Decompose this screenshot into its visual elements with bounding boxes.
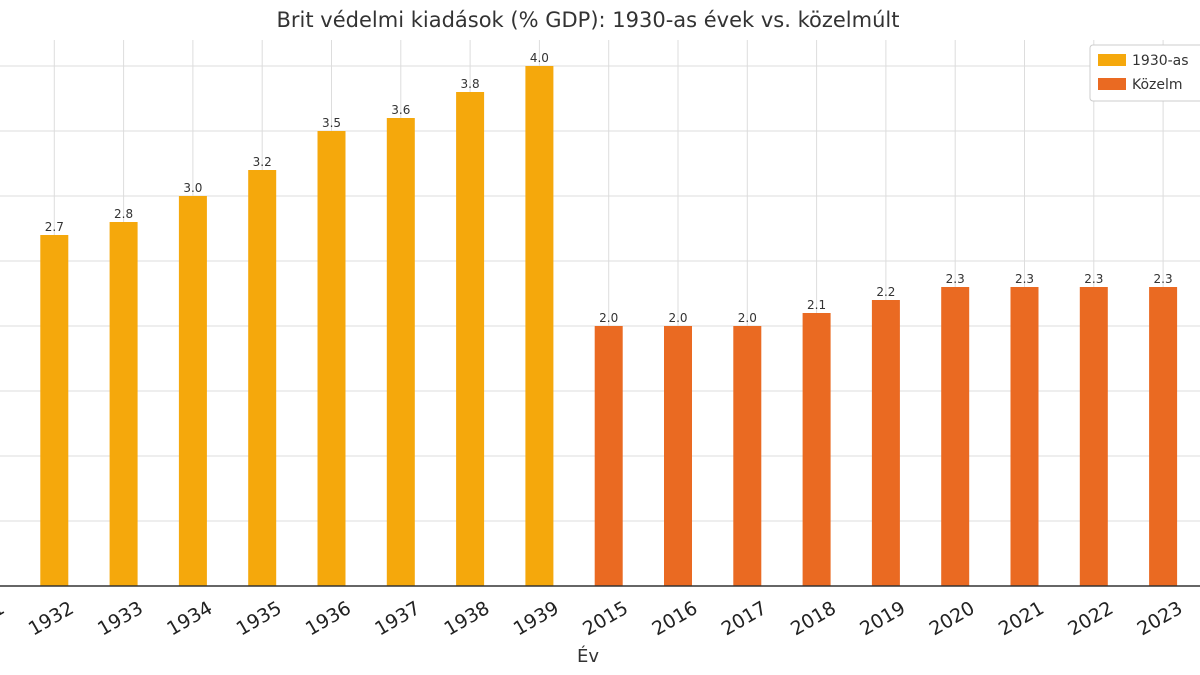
- bar-2018: [802, 313, 831, 586]
- value-label-2016: 2.0: [668, 311, 687, 325]
- x-tick-2018: 2018: [787, 597, 840, 640]
- value-label-1936: 3.5: [322, 116, 341, 130]
- x-tick-31: 31: [0, 597, 8, 628]
- bar-1935: [248, 170, 277, 586]
- x-tick-1933: 1933: [94, 597, 147, 640]
- x-tick-2021: 2021: [995, 597, 1048, 640]
- x-tick-1935: 1935: [233, 597, 286, 640]
- x-tick-1937: 1937: [371, 597, 424, 640]
- legend-swatch: [1098, 54, 1126, 66]
- value-label-1935: 3.2: [253, 155, 272, 169]
- value-label-2020: 2.3: [946, 272, 965, 286]
- x-axis-label: Év: [577, 645, 599, 667]
- x-tick-2015: 2015: [579, 597, 632, 640]
- value-label-2023: 2.3: [1154, 272, 1173, 286]
- value-label-1932: 2.7: [45, 220, 64, 234]
- x-tick-2019: 2019: [856, 597, 909, 640]
- bar-2020: [941, 287, 970, 586]
- value-label-1933: 2.8: [114, 207, 133, 221]
- value-label-2019: 2.2: [876, 285, 895, 299]
- x-tick-1939: 1939: [510, 597, 563, 640]
- bar-1938: [456, 92, 485, 586]
- value-label-2022: 2.3: [1084, 272, 1103, 286]
- bar-1932: [40, 235, 69, 586]
- legend-label: Közelm: [1132, 77, 1183, 93]
- bar-1936: [317, 131, 346, 586]
- value-label-2017: 2.0: [738, 311, 757, 325]
- bar-2023: [1149, 287, 1178, 586]
- bar-2019: [871, 300, 900, 586]
- bar-1934: [178, 196, 207, 586]
- value-label-1934: 3.0: [183, 181, 202, 195]
- x-tick-1934: 1934: [163, 597, 216, 640]
- bar-2021: [1010, 287, 1039, 586]
- value-label-1937: 3.6: [391, 103, 410, 117]
- x-tick-2016: 2016: [648, 597, 701, 640]
- value-label-1939: 4.0: [530, 51, 549, 65]
- value-label-1938: 3.8: [461, 77, 480, 91]
- x-tick-1936: 1936: [302, 597, 355, 640]
- x-tick-2020: 2020: [926, 597, 979, 640]
- bars: [40, 66, 1178, 586]
- bar-2022: [1079, 287, 1108, 586]
- bar-1933: [109, 222, 138, 586]
- bar-1937: [386, 118, 415, 586]
- bar-2017: [733, 326, 762, 586]
- value-label-2021: 2.3: [1015, 272, 1034, 286]
- chart-title: Brit védelmi kiadások (% GDP): 1930-as é…: [277, 8, 900, 32]
- legend-label: 1930-as: [1132, 53, 1189, 69]
- value-label-2018: 2.1: [807, 298, 826, 312]
- x-tick-2023: 2023: [1134, 597, 1187, 640]
- legend-swatch: [1098, 78, 1126, 90]
- value-labels: 2.7 2.8 3.0 3.2 3.5 3.6 3.8 4.0 2.0 2.0 2.0 2.1 2.2 2…: [45, 51, 1173, 325]
- x-tick-2022: 2022: [1064, 597, 1117, 640]
- bar-2015: [594, 326, 623, 586]
- value-label-2015: 2.0: [599, 311, 618, 325]
- x-tick-labels: 31 1932 1933 1934 1935 1936 1937 1938 1939 2015 20…: [0, 597, 1186, 640]
- bar-2016: [664, 326, 692, 586]
- bar-1939: [525, 66, 554, 586]
- x-tick-1938: 1938: [441, 597, 494, 640]
- x-tick-2017: 2017: [718, 597, 771, 640]
- legend: 1930-as Közelm: [1089, 44, 1200, 102]
- x-tick-1932: 1932: [25, 597, 78, 640]
